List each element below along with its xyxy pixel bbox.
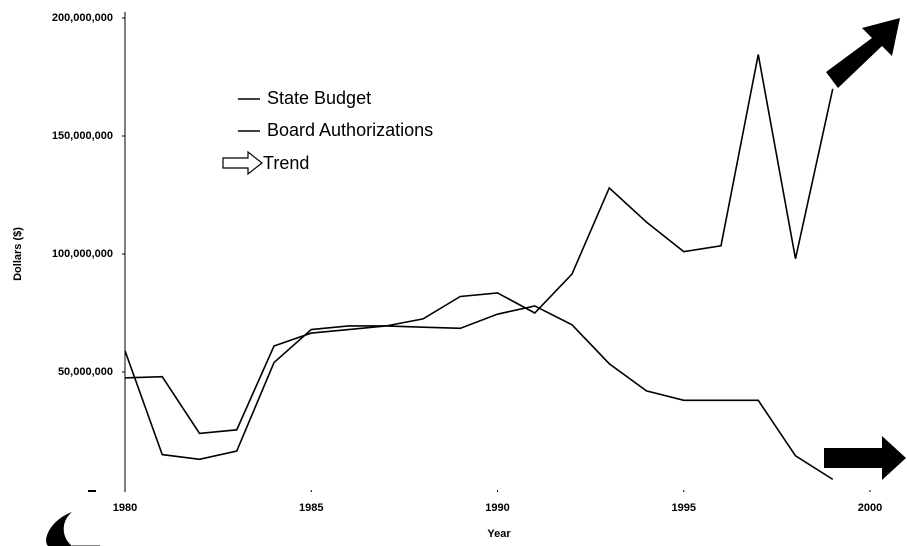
y-tick-label: 150,000,000 (52, 130, 113, 142)
y-tick-label: 50,000,000 (58, 366, 113, 378)
y-tick-label: 100,000,000 (52, 248, 113, 260)
x-axis-label: Year (487, 528, 511, 540)
x-tick-label: 1980 (113, 502, 137, 514)
series-line (124, 305, 834, 481)
trend-arrow-flat (824, 436, 906, 480)
logo-mark (46, 512, 72, 546)
legend-label: State Budget (267, 88, 371, 108)
x-tick-label: 1990 (485, 502, 509, 514)
series-line (124, 54, 834, 435)
y-axis-label: Dollars ($) (12, 227, 24, 281)
legend-label: Board Authorizations (267, 120, 433, 140)
y-tick-label: 200,000,000 (52, 12, 113, 24)
x-tick-label: 2000 (858, 502, 882, 514)
trend-arrow-up (826, 18, 900, 88)
legend-trend-icon (222, 150, 263, 176)
x-tick-label: 1995 (672, 502, 696, 514)
x-tick-label: 1985 (299, 502, 323, 514)
legend-label: Trend (263, 153, 309, 173)
